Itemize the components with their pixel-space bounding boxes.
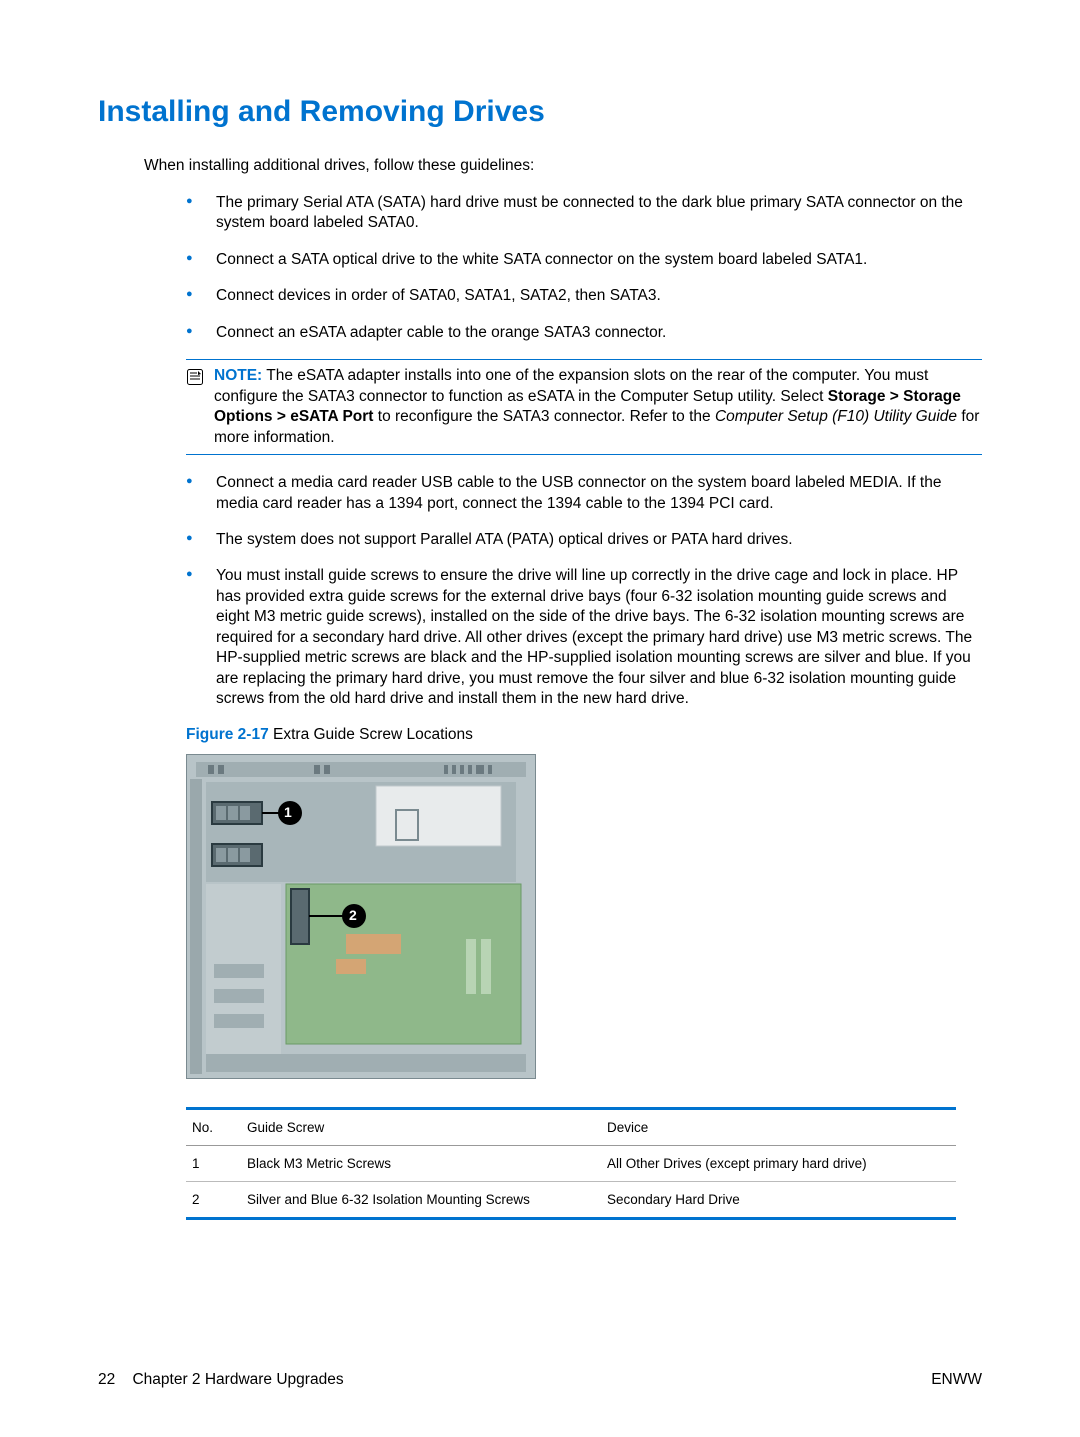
table-cell: 1: [192, 1156, 247, 1171]
figure-image: 1 2: [186, 754, 536, 1079]
bullet-item: Connect a media card reader USB cable to…: [186, 473, 982, 514]
table-cell: 2: [192, 1192, 247, 1207]
bullet-item: You must install guide screws to ensure …: [186, 566, 982, 709]
bullet-list-lower: Connect a media card reader USB cable to…: [186, 473, 982, 710]
bullet-item: The system does not support Parallel ATA…: [186, 530, 982, 550]
table-header-row: No. Guide Screw Device: [186, 1110, 956, 1146]
intro-text: When installing additional drives, follo…: [144, 157, 982, 175]
table-header-device: Device: [607, 1120, 950, 1135]
note-icon: [186, 368, 204, 391]
footer-left: 22 Chapter 2 Hardware Upgrades: [98, 1371, 344, 1389]
table-cell: Silver and Blue 6-32 Isolation Mounting …: [247, 1192, 607, 1207]
figure-label: Figure 2-17: [186, 726, 269, 743]
bullet-item: Connect a SATA optical drive to the whit…: [186, 250, 982, 270]
callout-2: 2: [349, 907, 357, 923]
bullet-list-upper: The primary Serial ATA (SATA) hard drive…: [186, 193, 982, 343]
table-cell: All Other Drives (except primary hard dr…: [607, 1156, 950, 1171]
footer-right: ENWW: [931, 1371, 982, 1389]
figure-caption-text: Extra Guide Screw Locations: [273, 726, 473, 743]
bullet-item: The primary Serial ATA (SATA) hard drive…: [186, 193, 982, 234]
note-label: NOTE:: [214, 367, 262, 384]
table-cell: Black M3 Metric Screws: [247, 1156, 607, 1171]
note-italic: Computer Setup (F10) Utility Guide: [715, 408, 957, 425]
table-cell: Secondary Hard Drive: [607, 1192, 950, 1207]
section-heading: Installing and Removing Drives: [98, 95, 982, 129]
table-row: 2 Silver and Blue 6-32 Isolation Mountin…: [186, 1182, 956, 1217]
note-body-2: to reconfigure the SATA3 connector. Refe…: [378, 408, 715, 425]
chapter-title: Chapter 2 Hardware Upgrades: [132, 1371, 343, 1388]
screw-table: No. Guide Screw Device 1 Black M3 Metric…: [186, 1107, 956, 1220]
bullet-item: Connect devices in order of SATA0, SATA1…: [186, 286, 982, 306]
page-footer: 22 Chapter 2 Hardware Upgrades ENWW: [98, 1371, 982, 1389]
note-box: NOTE: The eSATA adapter installs into on…: [186, 359, 982, 455]
note-body-1: The eSATA adapter installs into one of t…: [214, 367, 928, 404]
table-row: 1 Black M3 Metric Screws All Other Drive…: [186, 1146, 956, 1182]
page-number: 22: [98, 1371, 115, 1388]
table-header-no: No.: [192, 1120, 247, 1135]
callout-1: 1: [284, 804, 292, 820]
note-text: NOTE: The eSATA adapter installs into on…: [214, 366, 982, 448]
bullet-item: Connect an eSATA adapter cable to the or…: [186, 323, 982, 343]
figure-caption: Figure 2-17 Extra Guide Screw Locations: [186, 726, 982, 744]
table-header-screw: Guide Screw: [247, 1120, 607, 1135]
